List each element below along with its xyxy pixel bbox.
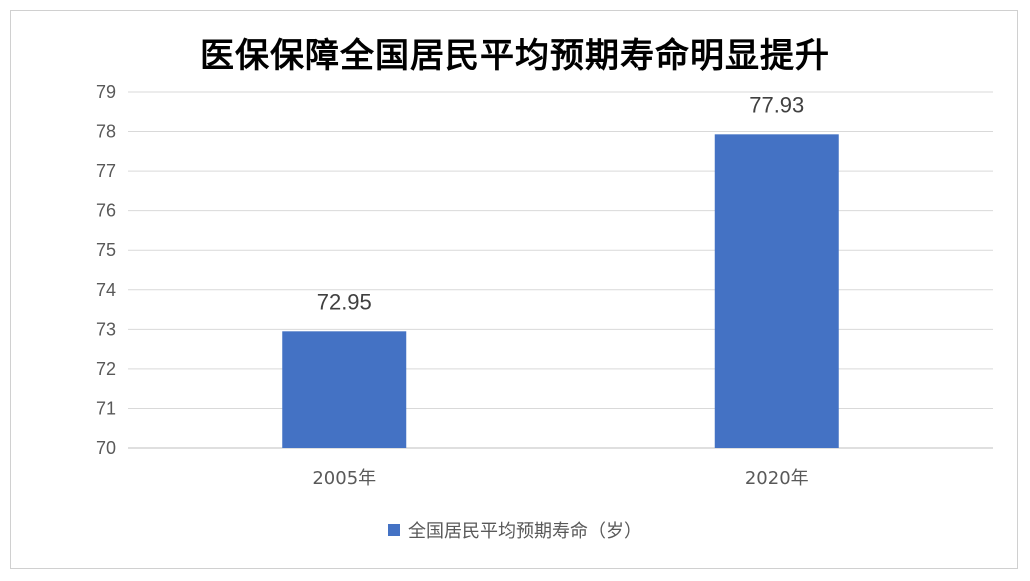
legend-label: 全国居民平均预期寿命（岁） — [408, 521, 642, 542]
data-label: 72.95 — [317, 289, 372, 314]
legend: 全国居民平均预期寿命（岁） — [0, 517, 1030, 543]
y-tick-label: 71 — [96, 398, 116, 418]
x-axis-ticks: 2005年 2020年 — [312, 468, 808, 489]
y-tick-label: 72 — [96, 359, 116, 379]
bar — [714, 134, 839, 448]
y-tick-label: 74 — [96, 280, 116, 300]
x-tick-label: 2020年 — [745, 468, 809, 489]
bar — [282, 331, 407, 448]
y-tick-label: 75 — [96, 240, 116, 260]
y-tick-label: 77 — [96, 161, 116, 181]
data-label: 77.93 — [749, 92, 804, 117]
bars — [282, 134, 839, 448]
y-tick-label: 78 — [96, 122, 116, 142]
y-axis-ticks: 70 71 72 73 74 75 76 77 78 79 — [96, 82, 116, 458]
y-tick-label: 70 — [96, 438, 116, 458]
legend-swatch — [388, 524, 400, 536]
y-tick-label: 76 — [96, 201, 116, 221]
gridlines — [128, 91, 993, 449]
chart-title: 医保保障全国居民平均预期寿命明显提升 — [200, 36, 830, 76]
data-labels: 72.95 77.93 — [317, 92, 805, 314]
x-tick-label: 2005年 — [312, 468, 376, 489]
y-tick-label: 73 — [96, 319, 116, 339]
y-tick-label: 79 — [96, 82, 116, 102]
